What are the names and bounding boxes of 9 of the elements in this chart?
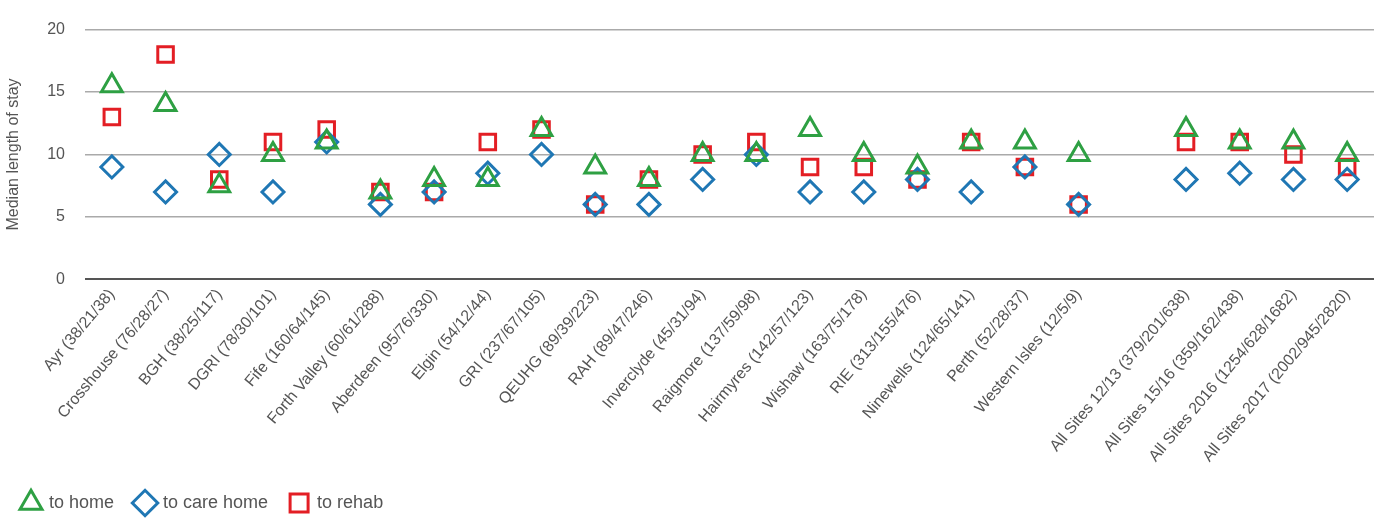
y-tick-label: 5 xyxy=(56,207,66,225)
y-tick-label: 0 xyxy=(56,269,66,287)
y-tick-label: 15 xyxy=(47,82,66,100)
legend-label: to rehab xyxy=(317,491,384,512)
legend-label: to care home xyxy=(163,491,269,512)
legend-label: to home xyxy=(49,491,115,512)
y-axis-title: Median length of stay xyxy=(4,78,22,231)
y-tick-label: 20 xyxy=(47,20,66,38)
y-tick-label: 10 xyxy=(47,144,66,162)
